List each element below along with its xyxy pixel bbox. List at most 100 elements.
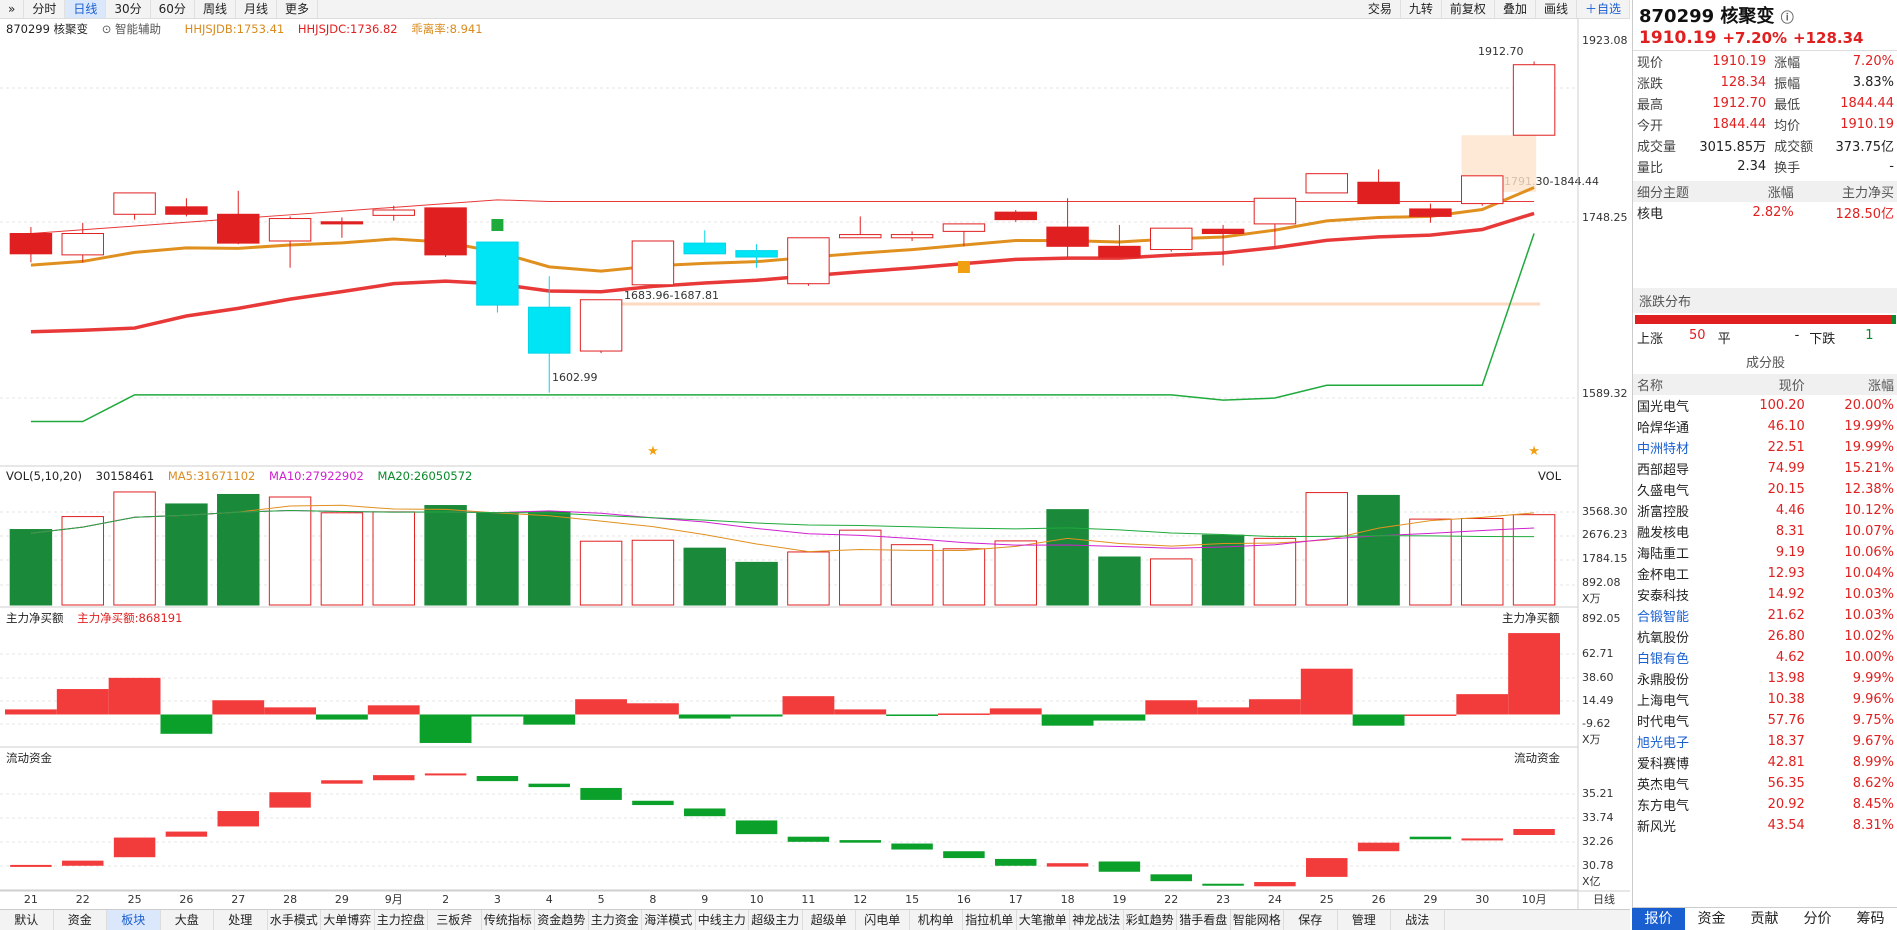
tab-60min[interactable]: 60分 (151, 0, 195, 18)
indicator-tab[interactable]: 超级主力 (749, 910, 803, 930)
flow-legend-right: 流动资金 (1514, 751, 1560, 765)
zone1-annotation: 1683.96-1687.81 (624, 289, 719, 302)
indicator-tab[interactable]: 主力控盘 (375, 910, 428, 930)
hhjsjdc-line (30, 211, 1535, 334)
indicator-tab[interactable]: 海洋模式 (642, 910, 696, 930)
indicator-tab[interactable]: 水手模式 (268, 910, 321, 930)
indicator-tab[interactable]: 战法 (1391, 910, 1445, 930)
vol-legend: VOL(5,10,20) 30158461 MA5:31671102 MA10:… (6, 467, 482, 485)
indicator-tab[interactable]: 处理 (214, 910, 268, 930)
net-buy-bar (523, 714, 576, 725)
indicator-tab[interactable]: 默认 (0, 910, 54, 930)
indicator-tabs: 默认 资金 板块 大盘 处理 水手模式 大单博弈 主力控盘 三板斧 传统指标 资金趋势 主力资金 海洋模… (0, 909, 1630, 930)
net-name: 主力净买额 (6, 611, 64, 625)
indicator-tab[interactable]: 管理 (1338, 910, 1391, 930)
component-row[interactable]: 海陆重工 9.19 10.06% (1633, 542, 1897, 563)
indicator-tab[interactable]: 三板斧 (428, 910, 482, 930)
indicator-tab[interactable]: 神龙战法 (1070, 910, 1124, 930)
component-row[interactable]: 英杰电气 56.35 8.62% (1633, 773, 1897, 794)
indicator-tab[interactable]: 机构单 (910, 910, 963, 930)
quote-tab[interactable]: 分价 (1803, 911, 1832, 927)
net-buy-bar (1093, 714, 1146, 721)
indicator-tab[interactable]: 超级单 (803, 910, 856, 930)
component-row[interactable]: 新风光 43.54 8.31% (1633, 815, 1897, 836)
date-tick: 16 (957, 893, 971, 906)
component-row[interactable]: 国光电气 100.20 20.00% (1633, 395, 1897, 416)
candle-body (787, 237, 830, 285)
component-row[interactable]: 白银有色 4.62 10.00% (1633, 647, 1897, 668)
nav-arrow-icon[interactable]: » (0, 0, 25, 18)
component-row[interactable]: 浙富控股 4.46 10.12% (1633, 500, 1897, 521)
tab-more[interactable]: 更多 (277, 0, 318, 18)
indicator-tab[interactable]: 大单博弈 (321, 910, 375, 930)
quote-label: 最高 (1637, 98, 1664, 113)
indicator-tab[interactable]: 主力资金 (589, 910, 642, 930)
indicator-tab[interactable]: 中线主力 (696, 910, 749, 930)
component-pct: 9.67% (1852, 734, 1894, 749)
assist-toggle[interactable]: ⊙ 智能辅助 (101, 22, 162, 36)
vol-tick-1: 3568.30 (1582, 505, 1628, 518)
component-row[interactable]: 杭氧股份 26.80 10.02% (1633, 626, 1897, 647)
component-row[interactable]: 中洲特材 22.51 19.99% (1633, 437, 1897, 458)
quote-tab[interactable]: 报价 (1632, 908, 1685, 930)
indicator-tab[interactable]: 彩虹趋势 (1124, 910, 1177, 930)
component-row[interactable]: 爱科赛博 42.81 8.99% (1633, 752, 1897, 773)
candle-body (1201, 228, 1245, 235)
component-row[interactable]: 哈焊华通 46.10 19.99% (1633, 416, 1897, 437)
component-row[interactable]: 上海电气 10.38 9.96% (1633, 689, 1897, 710)
component-pct: 19.99% (1844, 419, 1894, 434)
component-row[interactable]: 金杯电工 12.93 10.04% (1633, 563, 1897, 584)
component-row[interactable]: 西部超导 74.99 15.21% (1633, 458, 1897, 479)
tab-fenshi[interactable]: 分时 (24, 0, 66, 18)
add-watchlist-button[interactable]: ＋自选 (1577, 0, 1630, 18)
sub-theme-row[interactable]: 核电 2.82% 128.50亿 (1633, 202, 1897, 223)
overlay-button[interactable]: 叠加 (1495, 0, 1536, 18)
jiuzhuan-button[interactable]: 九转 (1401, 0, 1442, 18)
component-row[interactable]: 东方电气 20.92 8.45% (1633, 794, 1897, 815)
flow-bar (735, 820, 778, 835)
indicator-tab[interactable]: 传统指标 (482, 910, 535, 930)
volume-bar (217, 493, 260, 606)
tab-monthly[interactable]: 月线 (236, 0, 277, 18)
component-pct: 9.96% (1852, 692, 1894, 707)
component-row[interactable]: 合锻智能 21.62 10.03% (1633, 605, 1897, 626)
trade-button[interactable]: 交易 (1360, 0, 1401, 18)
chart-grid (0, 18, 1579, 909)
net-buy-bar (160, 714, 213, 734)
kline-chart[interactable]: ★ ★ 21 22 25 26 27 28 29 9月 2 3 4 5 8 9 10 11 12 15 16 17 18 1… (0, 0, 1630, 909)
component-row[interactable]: 时代电气 57.76 9.75% (1633, 710, 1897, 731)
vol-ma10: MA10:27922902 (269, 469, 364, 483)
indicator-tab[interactable]: 资金趋势 (535, 910, 589, 930)
indicator-tab[interactable]: 保存 (1284, 910, 1338, 930)
assist-label: 智能辅助 (115, 22, 162, 36)
quote-tab[interactable]: 筹码 (1856, 911, 1885, 927)
component-row[interactable]: 安泰科技 14.92 10.03% (1633, 584, 1897, 605)
component-row[interactable]: 久盛电气 20.15 12.38% (1633, 479, 1897, 500)
indicator-tab[interactable]: 大盘 (161, 910, 214, 930)
indicator-tab[interactable]: 板块 (107, 910, 161, 930)
quote-tab[interactable]: 资金 (1697, 911, 1726, 927)
tab-30min[interactable]: 30分 (106, 0, 151, 18)
indicator-tab[interactable]: 资金 (54, 910, 107, 930)
date-tick: 26 (179, 893, 193, 906)
info-icon[interactable]: ⓘ (1780, 11, 1794, 26)
quote-tab[interactable]: 贡献 (1750, 911, 1779, 927)
indicator-tab[interactable]: 智能网格 (1231, 910, 1284, 930)
candle-body (631, 240, 675, 286)
component-row[interactable]: 融发核电 8.31 10.07% (1633, 521, 1897, 542)
date-tick: 29 (1423, 893, 1437, 906)
component-name: 英杰电气 (1637, 778, 1690, 793)
component-row[interactable]: 旭光电子 18.37 9.67% (1633, 731, 1897, 752)
dist-counts: 上涨 50 平 - 下跌 1 (1633, 326, 1897, 349)
adjust-button[interactable]: 前复权 (1442, 0, 1495, 18)
component-name: 旭光电子 (1637, 736, 1690, 751)
tab-weekly[interactable]: 周线 (195, 0, 236, 18)
indicator-tab[interactable]: 闪电单 (856, 910, 910, 930)
indicator-tab[interactable]: 猎手看盘 (1177, 910, 1231, 930)
draw-line-button[interactable]: 画线 (1536, 0, 1577, 18)
tab-daily[interactable]: 日线 (65, 0, 107, 18)
flow-bar (632, 800, 674, 806)
indicator-tab[interactable]: 大笔撤单 (1017, 910, 1070, 930)
component-row[interactable]: 永鼎股份 13.98 9.99% (1633, 668, 1897, 689)
indicator-tab[interactable]: 指拉机单 (963, 910, 1017, 930)
